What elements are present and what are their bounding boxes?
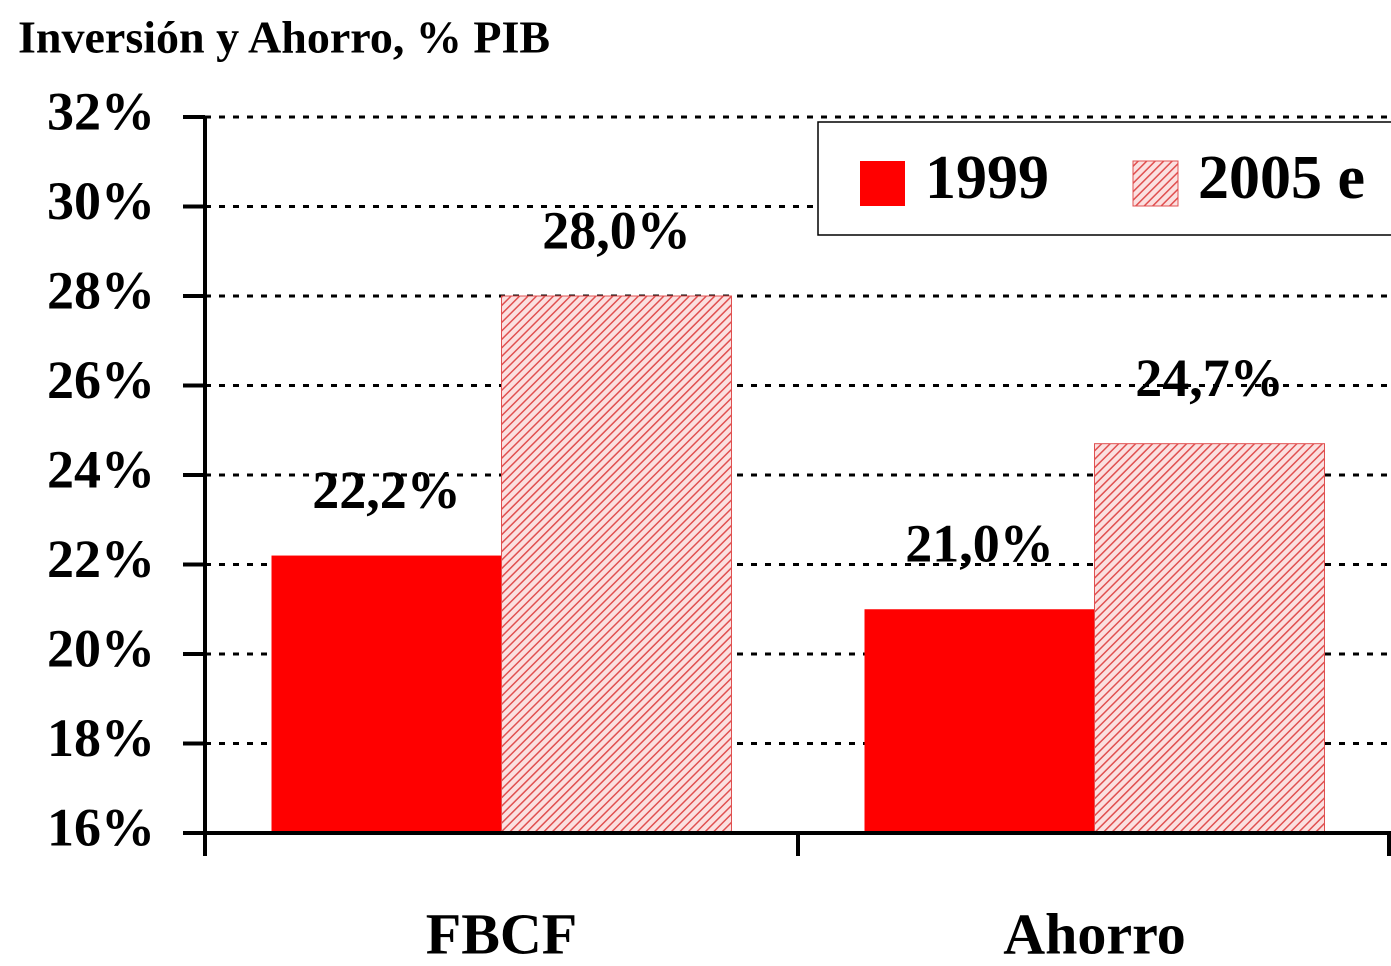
value-label: 21,0% [905,514,1054,574]
legend-label: 2005 e [1198,144,1365,212]
legend-label: 1999 [925,144,1049,212]
legend-swatch [860,161,905,206]
value-label: 22,2% [312,460,461,520]
legend-box [817,121,1391,236]
bar [1094,443,1325,834]
y-tick-label: 26% [47,350,155,410]
y-tick-label: 24% [47,439,155,499]
x-tick-label: FBCF [426,901,577,966]
y-tick-label: 28% [47,260,155,320]
chart-title: Inversión y Ahorro, % PIB [18,12,550,63]
y-tick-label: 32% [47,81,155,141]
legend-swatch [1132,160,1179,207]
value-label: 28,0% [542,200,691,260]
y-tick-label: 30% [47,171,155,231]
bar [271,555,502,833]
bar [864,609,1095,833]
y-tick-label: 22% [47,529,155,589]
bar [501,295,732,834]
y-tick-label: 20% [47,618,155,678]
value-label: 24,7% [1135,348,1284,408]
y-tick-label: 18% [47,708,155,768]
x-tick-label: Ahorro [1003,901,1186,966]
y-tick-label: 16% [47,797,155,857]
